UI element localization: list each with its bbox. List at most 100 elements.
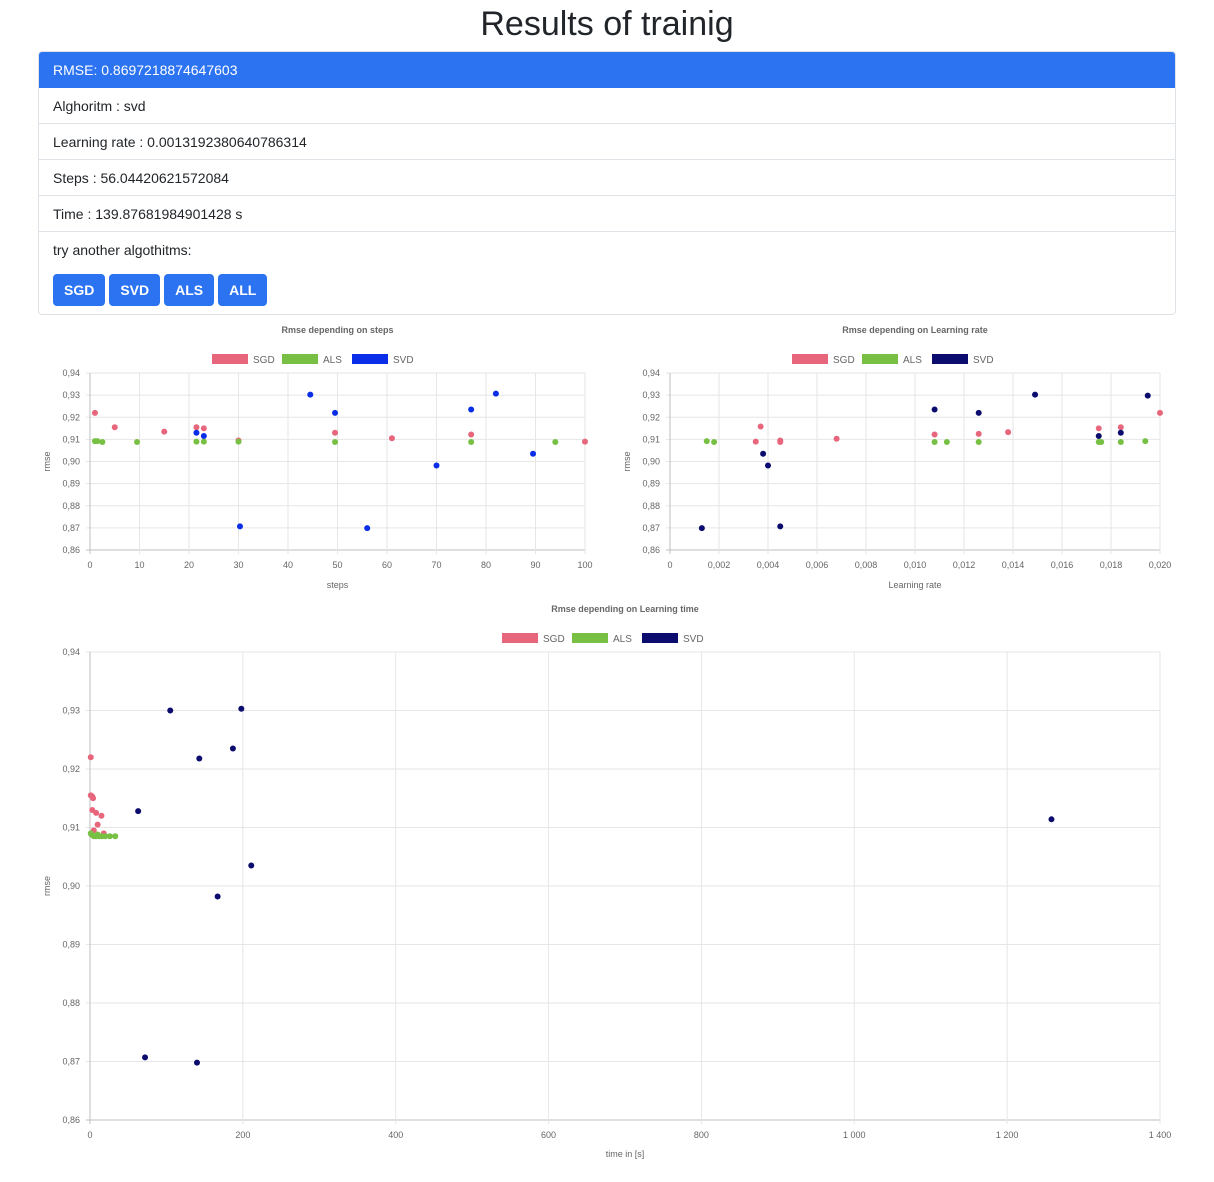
- x-tick-label: 400: [388, 1130, 403, 1140]
- data-point-als: [102, 833, 109, 840]
- data-point-als: [235, 438, 242, 445]
- legend-swatch: [352, 354, 388, 364]
- data-point-svd: [238, 705, 245, 712]
- y-tick-label: 0,93: [62, 390, 80, 400]
- y-tick-label: 0,94: [642, 368, 660, 378]
- y-tick-label: 0,86: [642, 545, 660, 555]
- x-tick-label: 40: [283, 560, 293, 570]
- data-point-sgd: [752, 438, 759, 445]
- x-tick-label: 0,010: [904, 560, 927, 570]
- data-point-sgd: [111, 424, 118, 431]
- data-point-sgd: [193, 424, 200, 431]
- x-tick-label: 0: [87, 1130, 92, 1140]
- x-tick-label: 70: [431, 560, 441, 570]
- results-list: RMSE: 0.8697218874647603 Alghoritm : svd…: [38, 51, 1176, 315]
- y-tick-label: 0,86: [62, 1115, 80, 1125]
- data-point-svd: [236, 523, 243, 530]
- legend-label: ALS: [323, 355, 342, 366]
- data-point-svd: [229, 745, 236, 752]
- legend-label: SGD: [253, 355, 275, 366]
- y-tick-label: 0,91: [62, 434, 80, 444]
- data-point-svd: [364, 525, 371, 532]
- data-point-svd: [196, 755, 203, 762]
- svd-button[interactable]: SVD: [109, 274, 161, 306]
- chart-title: Rmse depending on Learning rate: [842, 325, 988, 335]
- y-tick-label: 0,88: [62, 501, 80, 511]
- x-tick-label: 200: [235, 1130, 250, 1140]
- try-algorithms-section: try another algothitms: SGD SVD ALS ALL: [39, 232, 1175, 314]
- x-tick-label: 50: [332, 560, 342, 570]
- data-point-als: [99, 439, 106, 446]
- data-point-svd: [248, 862, 255, 869]
- x-tick-label: 1 000: [843, 1130, 866, 1140]
- x-tick-label: 90: [530, 560, 540, 570]
- data-point-svd: [698, 525, 705, 532]
- data-point-als: [106, 833, 113, 840]
- data-point-svd: [1144, 392, 1151, 399]
- y-tick-label: 0,94: [62, 368, 80, 378]
- x-axis-label: time in [s]: [606, 1149, 645, 1159]
- y-tick-label: 0,90: [642, 457, 660, 467]
- data-point-sgd: [777, 439, 784, 446]
- data-point-als: [94, 438, 101, 445]
- legend-label: SVD: [393, 355, 414, 366]
- data-point-als: [87, 830, 94, 837]
- data-point-sgd: [757, 423, 764, 430]
- y-tick-label: 0,86: [62, 545, 80, 555]
- data-point-sgd: [931, 431, 938, 438]
- data-point-svd: [193, 429, 200, 436]
- y-axis-label: rmse: [42, 876, 52, 896]
- data-point-svd: [135, 808, 142, 815]
- data-point-svd: [1095, 433, 1102, 440]
- x-axis-label: steps: [327, 580, 349, 590]
- legend-swatch: [642, 633, 678, 643]
- data-point-als: [112, 833, 119, 840]
- y-tick-label: 0,93: [62, 706, 80, 716]
- als-button[interactable]: ALS: [164, 274, 215, 306]
- y-tick-label: 0,92: [642, 412, 660, 422]
- algorithm-buttons: SGD SVD ALS ALL: [53, 274, 1161, 306]
- data-point-sgd: [98, 812, 105, 819]
- data-point-als: [332, 439, 339, 446]
- data-point-svd: [530, 450, 537, 457]
- data-point-svd: [433, 462, 440, 469]
- legend-swatch: [932, 354, 968, 364]
- data-point-sgd: [468, 431, 475, 438]
- x-tick-label: 0: [87, 560, 92, 570]
- x-tick-label: 0: [667, 560, 672, 570]
- data-point-sgd: [833, 435, 840, 442]
- data-point-als: [468, 439, 475, 446]
- data-point-als: [1117, 439, 1124, 446]
- x-tick-label: 60: [382, 560, 392, 570]
- data-point-sgd: [90, 795, 97, 802]
- x-tick-label: 20: [184, 560, 194, 570]
- y-tick-label: 0,92: [62, 412, 80, 422]
- x-tick-label: 0,004: [757, 560, 780, 570]
- data-point-svd: [200, 433, 207, 440]
- y-tick-label: 0,92: [62, 764, 80, 774]
- x-tick-label: 800: [694, 1130, 709, 1140]
- data-point-svd: [931, 406, 938, 413]
- data-point-svd: [468, 406, 475, 413]
- x-tick-label: 0,002: [708, 560, 731, 570]
- sgd-button[interactable]: SGD: [53, 274, 106, 306]
- data-point-als: [552, 439, 559, 446]
- data-point-svd: [777, 523, 784, 530]
- data-point-sgd: [388, 435, 395, 442]
- rmse-item: RMSE: 0.8697218874647603: [39, 52, 1175, 88]
- all-button[interactable]: ALL: [218, 274, 268, 306]
- page-title: Results of trainig: [480, 5, 734, 43]
- data-point-als: [711, 439, 718, 446]
- data-point-als: [1142, 438, 1149, 445]
- y-axis-label: rmse: [622, 452, 632, 472]
- x-tick-label: 0,012: [953, 560, 976, 570]
- y-tick-label: 0,91: [642, 434, 660, 444]
- legend-swatch: [502, 633, 538, 643]
- x-tick-label: 0,018: [1100, 560, 1123, 570]
- y-tick-label: 0,91: [62, 823, 80, 833]
- y-tick-label: 0,89: [642, 479, 660, 489]
- data-point-svd: [975, 409, 982, 416]
- x-tick-label: 10: [134, 560, 144, 570]
- legend-label: SGD: [833, 355, 855, 366]
- y-tick-label: 0,87: [62, 1057, 80, 1067]
